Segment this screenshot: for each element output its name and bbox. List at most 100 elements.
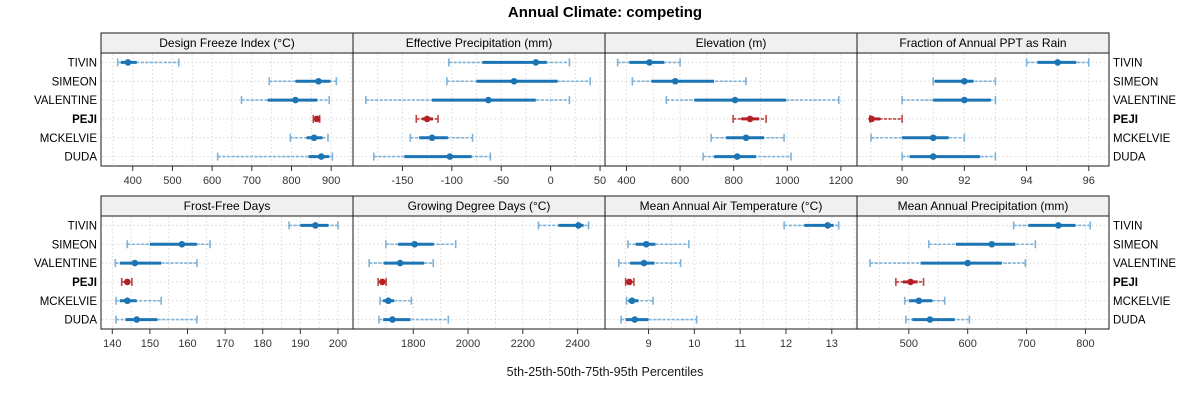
panel-body xyxy=(856,215,1110,330)
axis-tick-label: 170 xyxy=(216,338,234,350)
site-label-right: PEJI xyxy=(1113,114,1138,126)
site-label-left: MCKELVIE xyxy=(40,296,98,308)
axis-tick-label: 90 xyxy=(896,175,908,187)
axis-tick-label: 1200 xyxy=(829,175,853,187)
median-dot xyxy=(929,153,937,160)
median-dot xyxy=(868,115,875,123)
median-dot xyxy=(315,77,322,85)
panel-body xyxy=(604,215,858,330)
site-label-left: PEJI xyxy=(72,114,97,126)
median-dot xyxy=(733,153,741,160)
site-label-right: MCKELVIE xyxy=(1113,133,1171,145)
median-dot xyxy=(124,297,131,305)
axis-tick-label: 13 xyxy=(826,338,838,350)
median-dot xyxy=(671,77,679,85)
axis-tick-label: 800 xyxy=(1076,338,1094,350)
panel-title: Mean Annual Precipitation (mm) xyxy=(898,199,1069,213)
panel-body xyxy=(100,52,354,167)
axis-tick-label: 180 xyxy=(254,338,272,350)
axis-tick-label: 2200 xyxy=(511,338,535,350)
median-dot xyxy=(746,115,754,123)
median-dot xyxy=(312,222,319,229)
panel-title: Mean Annual Air Temperature (°C) xyxy=(640,199,823,213)
median-dot xyxy=(631,316,639,323)
median-dot xyxy=(926,316,934,323)
site-label-right: TIVIN xyxy=(1113,57,1142,69)
median-dot xyxy=(178,240,186,248)
median-dot xyxy=(961,96,968,104)
panel-title: Elevation (m) xyxy=(696,36,767,50)
panel-title: Design Freeze Index (°C) xyxy=(159,36,295,50)
panel-title: Fraction of Annual PPT as Rain xyxy=(899,36,1066,50)
site-label-right: DUDA xyxy=(1113,152,1146,164)
axis-tick-label: 96 xyxy=(1083,175,1095,187)
panel-title: Frost-Free Days xyxy=(184,199,271,213)
panel-border xyxy=(856,215,1110,330)
site-label-left: TIVIN xyxy=(68,220,97,232)
median-dot xyxy=(124,59,132,66)
panel-title: Effective Precipitation (mm) xyxy=(406,36,553,50)
axis-tick-label: -100 xyxy=(441,175,463,187)
site-label-left: VALENTINE xyxy=(34,95,97,107)
median-dot xyxy=(423,115,431,123)
axis-tick-label: 600 xyxy=(671,175,689,187)
median-dot xyxy=(575,222,582,229)
median-dot xyxy=(310,134,318,142)
median-dot xyxy=(379,278,386,286)
site-label-left: DUDA xyxy=(64,315,97,327)
site-label-right: PEJI xyxy=(1113,277,1138,289)
axis-tick-label: 600 xyxy=(959,338,977,350)
median-dot xyxy=(485,96,492,104)
median-dot xyxy=(317,153,325,160)
axis-tick-label: 190 xyxy=(291,338,309,350)
median-dot xyxy=(389,316,396,323)
median-dot xyxy=(961,77,968,85)
site-label-right: VALENTINE xyxy=(1113,258,1176,270)
axis-tick-label: 9 xyxy=(645,338,651,350)
median-dot xyxy=(131,259,139,267)
site-label-left: DUDA xyxy=(64,152,97,164)
site-label-right: DUDA xyxy=(1113,315,1146,327)
axis-tick-label: 50 xyxy=(594,175,606,187)
axis-tick-label: 1800 xyxy=(401,338,425,350)
axis-tick-label: 900 xyxy=(322,175,340,187)
median-dot xyxy=(988,240,996,248)
axis-tick-label: 400 xyxy=(617,175,635,187)
median-dot xyxy=(124,278,131,286)
site-label-right: TIVIN xyxy=(1113,220,1142,232)
axis-tick-label: 2000 xyxy=(456,338,480,350)
axis-tick-label: 160 xyxy=(178,338,196,350)
axis-tick-label: 200 xyxy=(329,338,347,350)
site-label-left: SIMEON xyxy=(52,76,97,88)
axis-tick-label: 2400 xyxy=(565,338,589,350)
median-dot xyxy=(731,96,739,104)
site-label-left: MCKELVIE xyxy=(40,133,98,145)
panel-body xyxy=(856,52,1110,167)
median-dot xyxy=(428,134,436,142)
axis-tick-label: 94 xyxy=(1020,175,1032,187)
median-dot xyxy=(915,297,923,305)
median-dot xyxy=(929,134,937,142)
median-dot xyxy=(313,115,321,123)
median-dot xyxy=(1055,222,1062,229)
axis-tick-label: 600 xyxy=(203,175,221,187)
axis-tick-label: -50 xyxy=(493,175,509,187)
site-label-right: SIMEON xyxy=(1113,239,1158,251)
median-dot xyxy=(446,153,454,160)
median-dot xyxy=(510,77,518,85)
median-dot xyxy=(292,96,299,104)
median-dot xyxy=(742,134,750,142)
axis-tick-label: 10 xyxy=(688,338,700,350)
chart-title: Annual Climate: competing xyxy=(507,4,703,21)
site-label-left: TIVIN xyxy=(68,57,97,69)
axis-tick-label: 400 xyxy=(124,175,142,187)
median-dot xyxy=(133,316,141,323)
axis-tick-label: 150 xyxy=(141,338,159,350)
panel-body xyxy=(604,52,858,167)
axis-tick-label: 800 xyxy=(725,175,743,187)
site-label-left: PEJI xyxy=(72,277,97,289)
x-axis-label: 5th-25th-50th-75th-95th Percentiles xyxy=(506,365,704,379)
median-dot xyxy=(824,222,831,229)
